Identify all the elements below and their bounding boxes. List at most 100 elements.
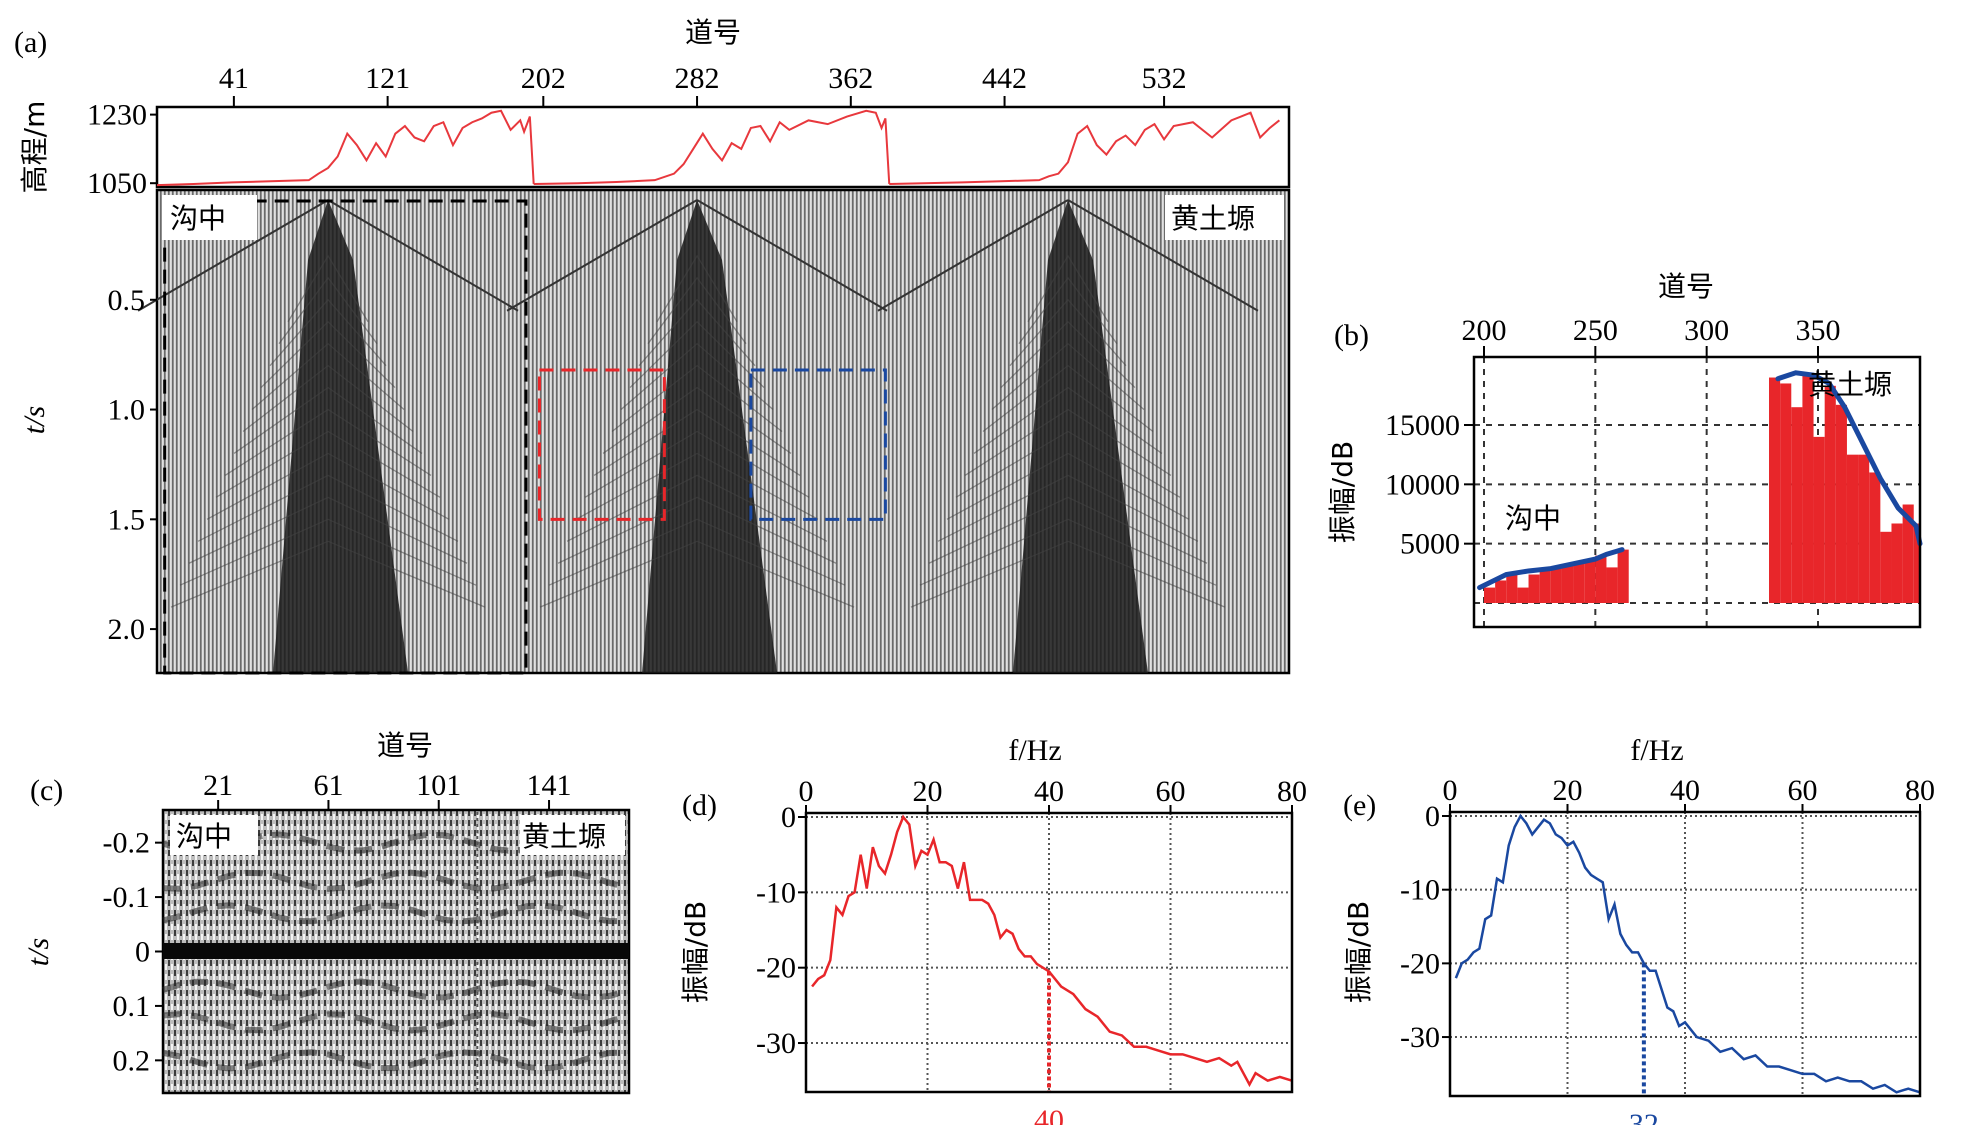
bar-沟中 — [1484, 587, 1496, 603]
y-tick-label: 5000 — [1400, 528, 1460, 561]
y-tick-label: 1.5 — [108, 503, 146, 536]
panel-c-ticks: 21 61 101 141 -0.2 -0.1 0 0.1 0.2 — [103, 769, 572, 1077]
reflection-event — [910, 540, 1226, 608]
blue-box — [749, 368, 887, 521]
reflection-event — [548, 518, 846, 586]
y-tick-label: -10 — [1400, 874, 1440, 907]
panel-a-x-ticks: 41 121 202 282 362 442 532 — [219, 62, 1187, 107]
x-tick-label: 60 — [1156, 775, 1186, 808]
x-tick-label: 282 — [675, 62, 720, 95]
correlation-event — [162, 869, 628, 892]
correlation-event — [162, 978, 628, 1001]
reflection-event — [647, 276, 747, 345]
panel-c-xlabel: 道号 — [377, 729, 433, 762]
reflection-event — [584, 430, 810, 498]
surface-wave-cone — [273, 200, 409, 673]
reflection-event — [215, 430, 441, 498]
panel-d: (d) f/Hz 振幅/dB 40 0 20 40 60 80 0 -10 -20 -30 — [679, 734, 1307, 1125]
bar-沟中 — [1561, 565, 1574, 603]
bar-黄土塬 — [1913, 523, 1920, 603]
x-tick-label: 80 — [1277, 775, 1307, 808]
section-label-left: 沟中 — [170, 202, 226, 235]
panel-b: (b) 道号 振幅/dB 沟中 黄土塬 200 250 300 350 15000 100… — [1326, 270, 1923, 629]
reflection-event — [602, 386, 792, 454]
x-tick-label: 0 — [799, 775, 814, 808]
elevation-ylabel: 高程/m — [18, 101, 51, 194]
reflection-event — [1027, 254, 1109, 323]
x-tick-label: 40 — [1670, 774, 1700, 807]
y-tick-label: -30 — [756, 1027, 796, 1060]
bar-沟中 — [1573, 562, 1585, 603]
surface-wave-cone — [1012, 200, 1148, 673]
bar-沟中 — [1606, 567, 1618, 603]
reflection-event — [269, 298, 387, 367]
bar-黄土塬 — [1902, 504, 1914, 603]
y-tick-label: 2.0 — [108, 613, 146, 646]
reflection-event — [611, 364, 783, 433]
bar-黄土塬 — [1891, 523, 1903, 603]
y-tick-label: -0.1 — [103, 881, 151, 914]
reflection-event — [206, 452, 450, 520]
x-tick-label: 300 — [1684, 314, 1729, 347]
reflection-event — [991, 342, 1145, 411]
reflection-event — [638, 298, 756, 367]
red-box — [537, 368, 666, 521]
x-tick-label: 442 — [982, 62, 1027, 95]
x-tick-label: 121 — [365, 62, 410, 95]
bar-黄土塬 — [1869, 472, 1881, 603]
bar-黄土塬 — [1824, 385, 1836, 603]
label-bg-right — [1165, 195, 1284, 240]
panel-a: (a) 道号 41 121 202 282 362 442 532 高程/m 1230 105… — [14, 16, 1291, 675]
cutoff-label: 40 — [1034, 1104, 1064, 1125]
y-tick-label: 0 — [781, 801, 796, 834]
reflection-event — [656, 254, 738, 323]
reflection-event — [937, 474, 1199, 542]
x-tick-label: 21 — [203, 769, 233, 802]
bar-黄土塬 — [1769, 377, 1781, 603]
reflection-event — [287, 254, 369, 323]
x-tick-label: 141 — [527, 769, 572, 802]
y-tick-label: -30 — [1400, 1021, 1440, 1054]
panel-e: (e) f/Hz 振幅/dB 32 0 20 40 60 80 0 -10 -20 -30 — [1342, 734, 1935, 1125]
x-tick-label: 60 — [1788, 774, 1818, 807]
reflection-event — [1009, 298, 1127, 367]
x-tick-label: 20 — [913, 775, 943, 808]
x-tick-label: 41 — [219, 62, 249, 95]
panel-c-label-bg-left — [170, 815, 258, 855]
y-tick-label: -20 — [756, 952, 796, 985]
y-tick-label: 15000 — [1385, 409, 1460, 442]
elevation-tick-label: 1230 — [87, 99, 147, 132]
panel-b-fit-lines — [1477, 370, 1923, 591]
reflection-event — [278, 276, 378, 345]
bar-沟中 — [1584, 559, 1596, 603]
bar-黄土塬 — [1846, 454, 1859, 603]
reflection-event — [188, 496, 468, 564]
y-tick-label: -10 — [756, 876, 796, 909]
bar-黄土塬 — [1835, 404, 1847, 603]
bar-沟中 — [1550, 567, 1562, 603]
first-break-right — [1067, 199, 1259, 312]
bar-沟中 — [1595, 555, 1607, 603]
reflection-event — [242, 364, 414, 433]
black-box — [163, 199, 528, 675]
panel-d-xlabel: f/Hz — [1008, 734, 1061, 767]
bar-沟中 — [1495, 580, 1507, 603]
first-break-left — [506, 199, 698, 312]
reflection-event — [179, 518, 477, 586]
elevation-line-2 — [533, 109, 891, 185]
shot-gathers — [137, 199, 1259, 673]
panel-c-label-bg-right — [520, 815, 625, 855]
panel-e-label: (e) — [1343, 789, 1376, 822]
reflection-event — [973, 386, 1163, 454]
panel-d-label: (d) — [682, 789, 717, 822]
panel-c-label-left: 沟中 — [176, 820, 232, 853]
section-y-ticks: 0.5 1.0 1.5 2.0 — [108, 284, 157, 646]
x-tick-label: 202 — [521, 62, 566, 95]
reflection-event — [955, 430, 1181, 498]
panel-b-label: (b) — [1334, 319, 1369, 352]
x-tick-label: 40 — [1034, 775, 1064, 808]
y-tick-label: 0.5 — [108, 284, 146, 317]
x-tick-label: 532 — [1142, 62, 1187, 95]
section-ylabel: t/s — [18, 406, 51, 434]
